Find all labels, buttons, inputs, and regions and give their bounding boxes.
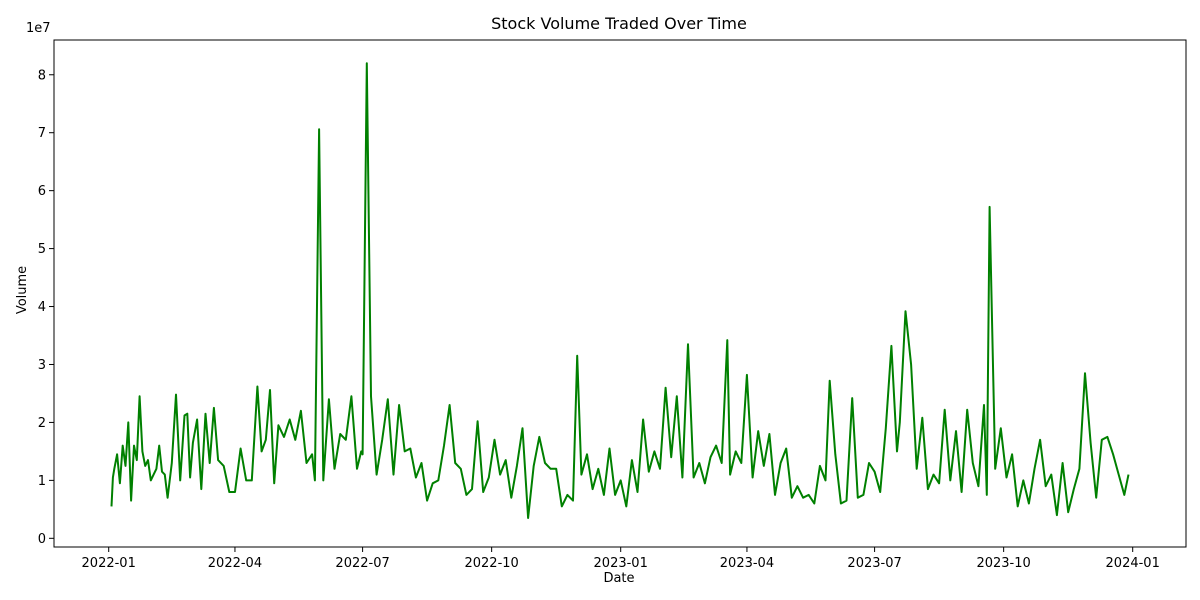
- chart-title: Stock Volume Traded Over Time: [491, 14, 747, 33]
- y-tick-label: 8: [38, 68, 46, 83]
- x-tick-label: 2022-04: [208, 556, 262, 571]
- x-tick-label: 2023-07: [847, 556, 901, 571]
- x-tick-label: 2023-10: [976, 556, 1030, 571]
- y-tick-label: 7: [38, 126, 46, 141]
- y-axis-title: Volume: [15, 266, 30, 314]
- x-tick-label: 2022-10: [464, 556, 518, 571]
- x-tick-label: 2022-07: [335, 556, 389, 571]
- y-tick-label: 3: [38, 358, 46, 373]
- y-tick-label: 1: [38, 474, 46, 489]
- y-axis-scale-label: 1e7: [26, 21, 51, 36]
- y-tick-label: 6: [38, 184, 46, 199]
- y-tick-label: 2: [38, 416, 46, 431]
- x-tick-label: 2023-04: [720, 556, 774, 571]
- x-tick-label: 2023-01: [594, 556, 648, 571]
- y-tick-label: 4: [38, 300, 46, 315]
- y-tick-label: 0: [38, 532, 46, 547]
- y-tick-label: 5: [38, 242, 46, 257]
- volume-series-line: [110, 62, 1130, 519]
- x-axis-title: Date: [603, 571, 634, 586]
- y-axis-ticks: 0 1 2 3 4 5 6 7 8: [38, 68, 54, 547]
- x-axis-ticks: 2022-01 2022-04 2022-07 2022-10 2023-01 2023-…: [82, 547, 1160, 571]
- x-tick-label: 2024-01: [1106, 556, 1160, 571]
- x-tick-label: 2022-01: [82, 556, 136, 571]
